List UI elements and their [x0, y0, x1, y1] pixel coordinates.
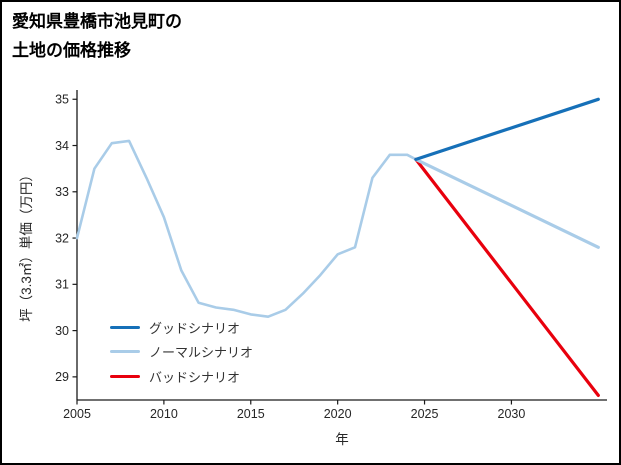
- legend-item-bad-scenario: バッドシナリオ: [110, 367, 253, 385]
- chart-legend: グッドシナリオ ノーマルシナリオ バッドシナリオ: [110, 318, 253, 385]
- x-tick-label: 2005: [63, 407, 91, 421]
- y-tick-label: 34: [55, 139, 69, 153]
- legend-item-good-scenario: グッドシナリオ: [110, 318, 253, 336]
- legend-label-normal-scenario: ノーマルシナリオ: [149, 345, 254, 360]
- x-tick-label: 2010: [150, 407, 178, 421]
- legend-line-normal-scenario: [110, 350, 140, 353]
- y-axis-label: 坪（3.3㎡）単価（万円）: [19, 168, 34, 322]
- y-tick-label: 30: [55, 324, 69, 338]
- page-title: 愛知県豊橋市池見町の 土地の価格推移: [12, 7, 182, 65]
- series-line-bad-scenario: [414, 157, 600, 397]
- x-tick-label: 2015: [237, 407, 265, 421]
- page-title-line-2: 土地の価格推移: [12, 41, 131, 61]
- series-line-price-history: [75, 139, 418, 319]
- x-tick-label: 2020: [324, 407, 352, 421]
- y-tick-label: 31: [55, 278, 69, 292]
- page-title-line-1: 愛知県豊橋市池見町の: [12, 12, 182, 31]
- y-tick-label: 32: [55, 231, 69, 245]
- legend-line-bad-scenario: [110, 374, 140, 378]
- series-line-normal-scenario: [414, 157, 600, 249]
- y-tick-label: 33: [55, 185, 69, 199]
- legend-item-normal-scenario: ノーマルシナリオ: [110, 343, 253, 361]
- plot-area: 2005 2010 2015 2020 2025 2030 29 30 31 32 33 34 35: [55, 90, 607, 421]
- series-line-good-scenario: [414, 97, 600, 161]
- legend-label-bad-scenario: バッドシナリオ: [149, 369, 241, 385]
- legend-line-good-scenario: [110, 325, 140, 329]
- legend-label-good-scenario: グッドシナリオ: [149, 320, 241, 336]
- x-tick-label: 2030: [498, 407, 526, 421]
- x-tick-label: 2025: [411, 407, 439, 421]
- y-tick-label: 29: [55, 370, 69, 384]
- x-axis-label: 年: [335, 432, 349, 447]
- y-tick-label: 35: [55, 93, 69, 107]
